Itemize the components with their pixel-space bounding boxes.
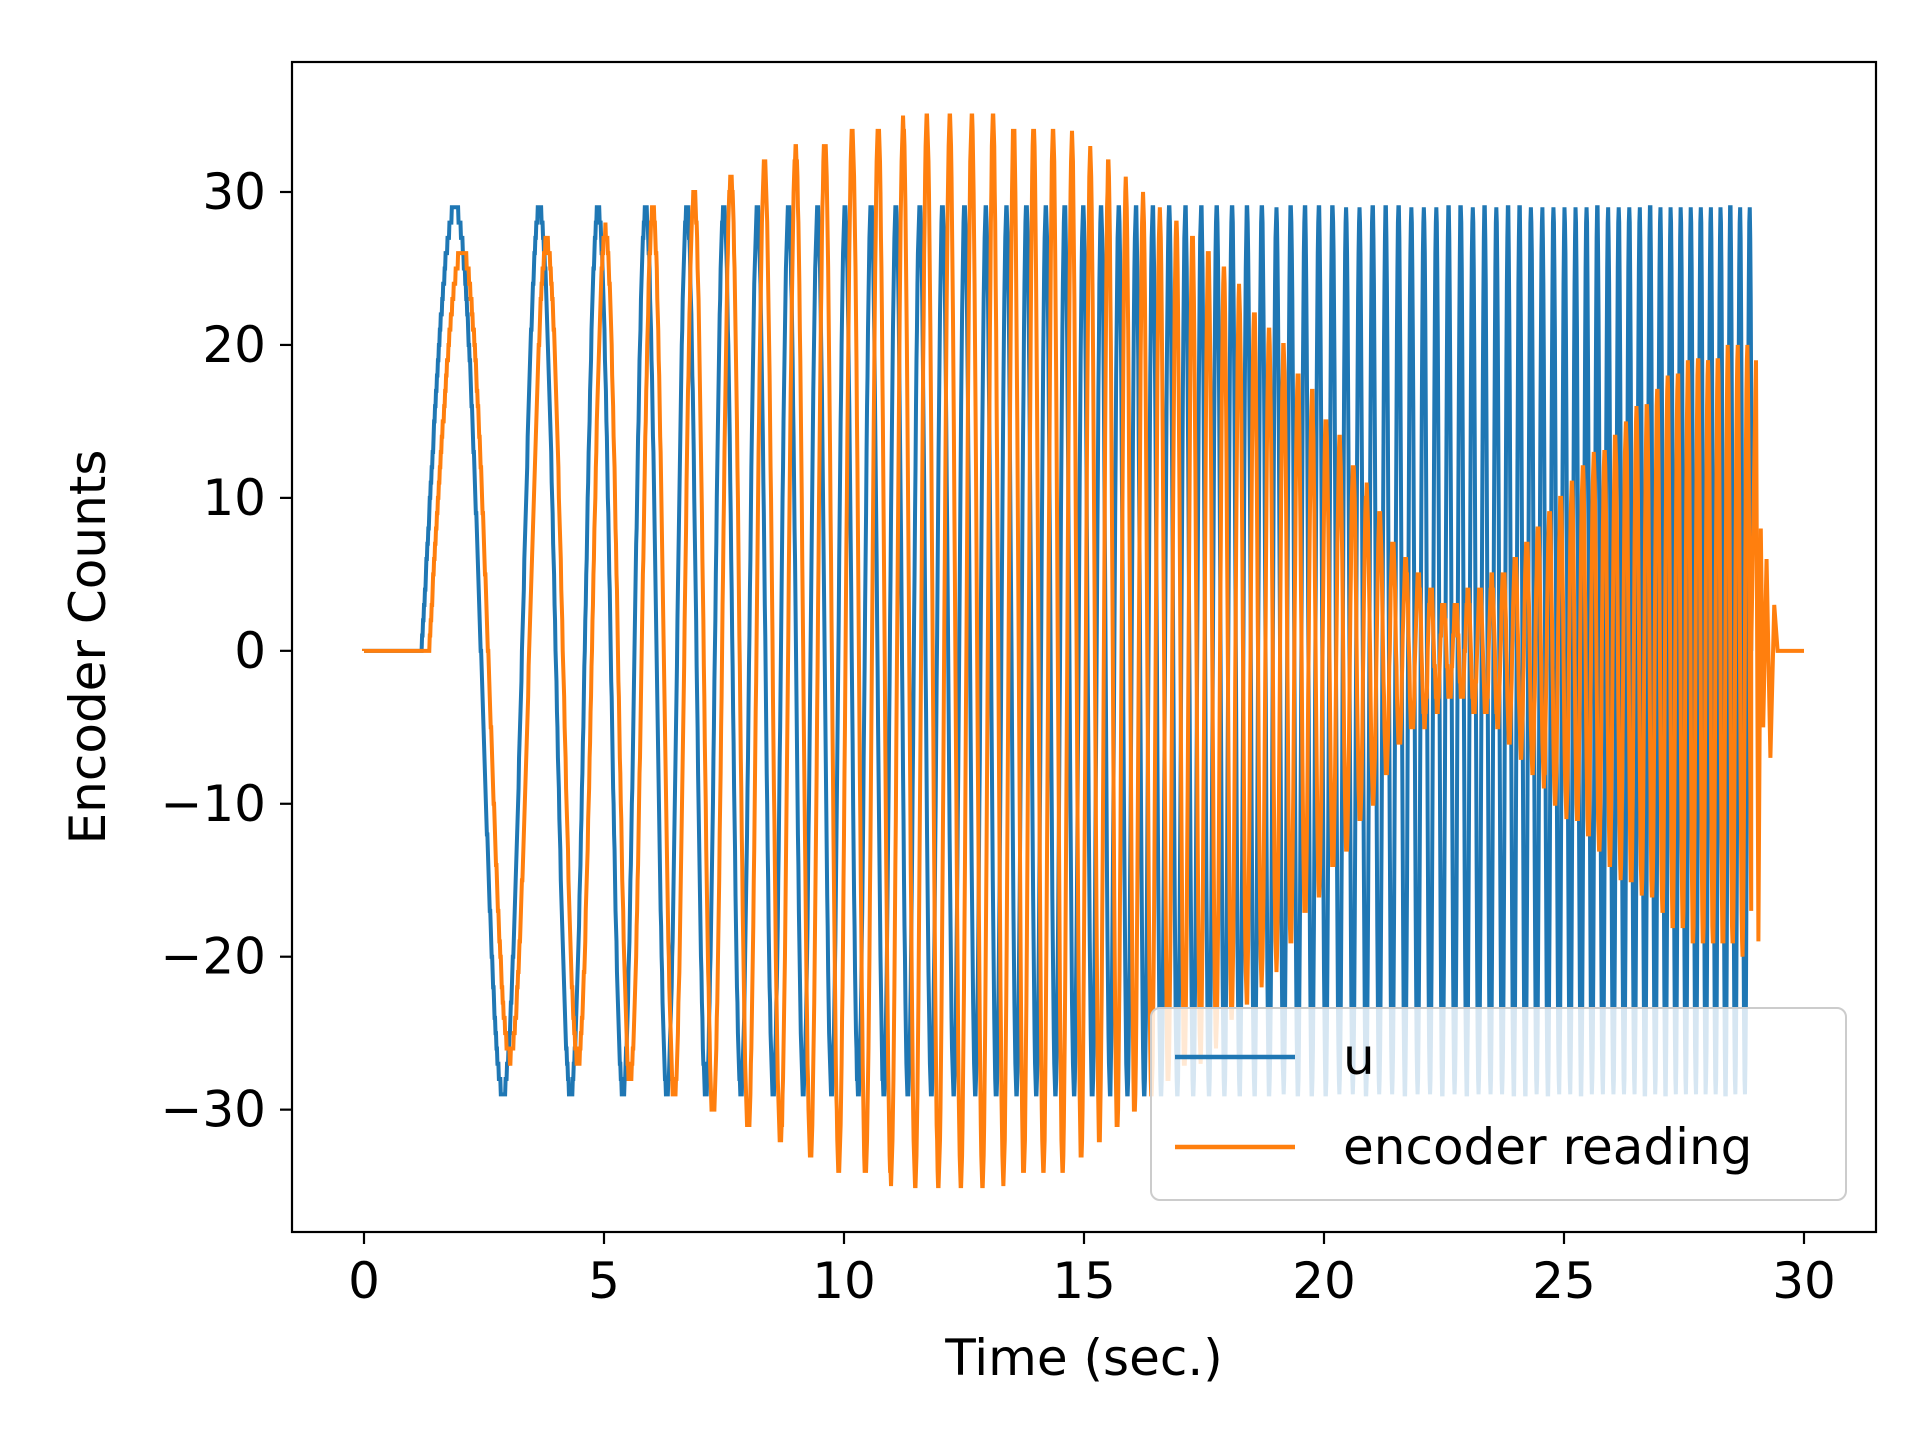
legend-label-u: u: [1343, 1028, 1375, 1086]
y-axis: −30 −20 −10 0 10 20 30: [160, 163, 292, 1139]
legend-label-encoder-reading: encoder reading: [1343, 1118, 1752, 1176]
x-tick-label: 0: [348, 1252, 380, 1310]
series-line-u: [362, 205, 1754, 1097]
x-tick-label: 5: [588, 1252, 620, 1310]
y-tick-label: 30: [202, 163, 266, 221]
y-tick-label: −30: [160, 1081, 266, 1139]
series-line-encoder-reading: [362, 113, 1804, 1189]
x-tick-label: 20: [1292, 1252, 1356, 1310]
y-tick-label: 10: [202, 469, 266, 527]
x-tick-label: 10: [812, 1252, 876, 1310]
x-tick-label: 30: [1772, 1252, 1836, 1310]
x-axis-label: Time (sec.): [944, 1329, 1222, 1387]
x-tick-label: 15: [1052, 1252, 1116, 1310]
y-tick-label: −10: [160, 775, 266, 833]
x-axis: 0 5 10 15 20 25 30: [348, 1232, 1836, 1310]
legend-box: [1150, 1007, 1847, 1201]
y-tick-label: −20: [160, 928, 266, 986]
y-tick-label: 0: [234, 622, 266, 680]
y-axis-label: Encoder Counts: [59, 450, 117, 845]
series-layer: [362, 113, 1804, 1189]
x-tick-label: 25: [1532, 1252, 1596, 1310]
y-tick-label: 20: [202, 316, 266, 374]
legend: u encoder reading: [1150, 1007, 1847, 1201]
